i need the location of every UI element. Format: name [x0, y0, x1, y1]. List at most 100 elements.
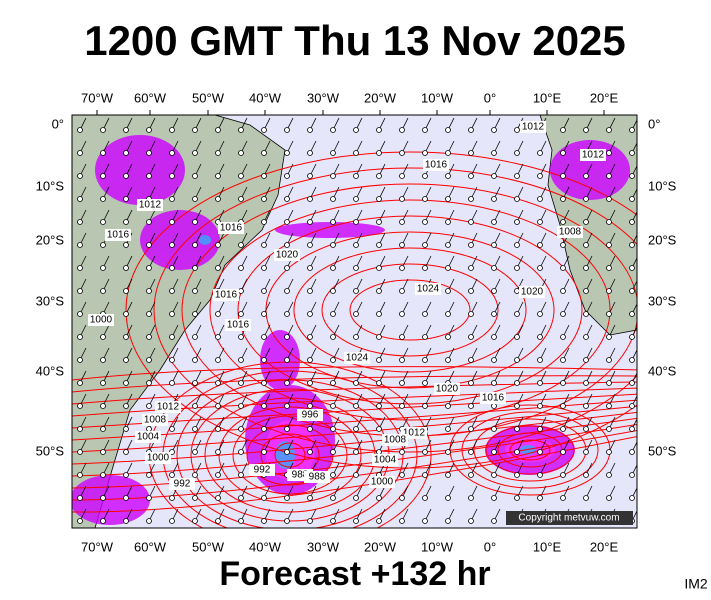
station: [422, 403, 428, 409]
station: [307, 357, 313, 363]
station: [491, 219, 497, 225]
station: [353, 127, 359, 133]
isobar-label-box: [434, 383, 460, 395]
station: [353, 265, 359, 271]
station: [100, 472, 106, 478]
station: [445, 472, 451, 478]
station: [77, 219, 83, 225]
station: [491, 357, 497, 363]
station: [100, 150, 106, 156]
station: [491, 495, 497, 501]
isobar-label-box: [218, 222, 244, 234]
station: [399, 127, 405, 133]
isobar-label: 1004: [374, 455, 397, 466]
station: [560, 403, 566, 409]
isobar-label-box: [145, 452, 171, 464]
station: [629, 495, 635, 501]
station: [514, 334, 520, 340]
lon-label-bottom: 40°W: [249, 539, 282, 554]
isobar: [237, 215, 583, 405]
station: [629, 173, 635, 179]
isobar-label: 1012: [403, 428, 426, 439]
station: [284, 357, 290, 363]
station: [169, 127, 175, 133]
station: [100, 196, 106, 202]
station: [123, 472, 129, 478]
station: [307, 150, 313, 156]
station: [284, 265, 290, 271]
station: [560, 288, 566, 294]
station: [284, 173, 290, 179]
station: [629, 288, 635, 294]
station: [330, 150, 336, 156]
station: [123, 242, 129, 248]
station: [445, 426, 451, 432]
station: [123, 426, 129, 432]
station: [560, 449, 566, 455]
station: [238, 518, 244, 524]
station: [376, 196, 382, 202]
station: [537, 265, 543, 271]
station: [629, 403, 635, 409]
station: [606, 449, 612, 455]
station: [261, 127, 267, 133]
station: [353, 449, 359, 455]
station: [123, 288, 129, 294]
station: [123, 196, 129, 202]
station: [169, 518, 175, 524]
station: [192, 495, 198, 501]
station: [583, 242, 589, 248]
station: [629, 472, 635, 478]
station: [284, 311, 290, 317]
station: [399, 357, 405, 363]
isobar-label: 1016: [425, 160, 448, 171]
station: [468, 495, 474, 501]
station: [468, 173, 474, 179]
station: [445, 288, 451, 294]
wind-barbs: [77, 117, 637, 524]
station: [514, 472, 520, 478]
station: [215, 449, 221, 455]
station: [169, 426, 175, 432]
station: [583, 334, 589, 340]
station: [100, 380, 106, 386]
station: [146, 242, 152, 248]
station: [514, 219, 520, 225]
station: [284, 449, 290, 455]
isobar-label-box: [519, 286, 545, 298]
station: [445, 357, 451, 363]
station: [376, 357, 382, 363]
station: [238, 288, 244, 294]
isobar-label: 1012: [157, 402, 180, 413]
station: [445, 196, 451, 202]
station: [376, 127, 382, 133]
station: [192, 127, 198, 133]
isobar-label: 1008: [144, 415, 167, 426]
station: [514, 357, 520, 363]
station: [307, 242, 313, 248]
station: [261, 173, 267, 179]
station: [514, 380, 520, 386]
station: [353, 403, 359, 409]
station: [376, 150, 382, 156]
station: [468, 449, 474, 455]
station: [606, 127, 612, 133]
isobar-label: 1024: [417, 284, 440, 295]
station: [376, 380, 382, 386]
station: [491, 334, 497, 340]
isobar: [72, 387, 637, 417]
station: [238, 311, 244, 317]
station: [353, 311, 359, 317]
isobar: [72, 366, 637, 381]
isobar: [321, 263, 499, 357]
isobar-label-box: [423, 159, 449, 171]
lon-label-top: 60°W: [134, 90, 167, 105]
lon-label-bottom: 50°W: [192, 539, 225, 554]
station: [261, 449, 267, 455]
station: [491, 380, 497, 386]
station: [399, 265, 405, 271]
station: [192, 173, 198, 179]
station: [583, 472, 589, 478]
station: [399, 219, 405, 225]
